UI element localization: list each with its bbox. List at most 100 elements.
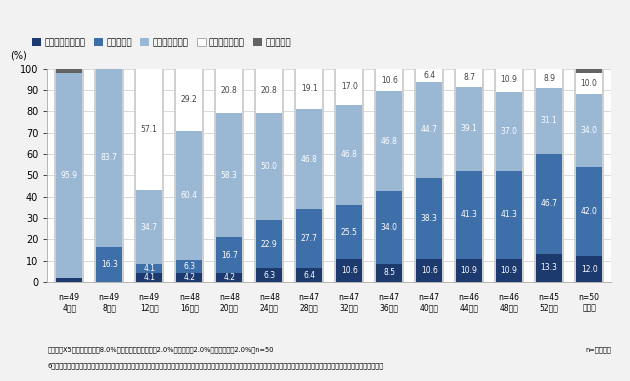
Bar — [456, 69, 482, 87]
Text: 38.3: 38.3 — [421, 214, 438, 223]
Bar — [536, 154, 562, 254]
Text: 17.0: 17.0 — [341, 82, 358, 91]
Bar — [496, 171, 522, 259]
Text: 4.1: 4.1 — [143, 264, 155, 273]
Text: n=47: n=47 — [299, 293, 319, 302]
Text: n=47: n=47 — [339, 293, 360, 302]
Text: n=49: n=49 — [139, 293, 160, 302]
Text: 60.4: 60.4 — [181, 190, 198, 200]
Text: 10.9: 10.9 — [461, 266, 478, 275]
Bar — [536, 254, 562, 282]
Bar — [576, 167, 602, 256]
Text: 6ヵ月を使用して、脱毛状態の程度、生毛・軟毛の発生、硬毛の発生、抜け毛の程度のいずれにおいても改善が認められない場合には使用を中止し、医師又は薬剤師に相談してく: 6ヵ月を使用して、脱毛状態の程度、生毛・軟毛の発生、硬毛の発生、抜け毛の程度のい… — [47, 362, 384, 368]
Text: 41.3: 41.3 — [461, 210, 478, 219]
Bar — [336, 259, 362, 282]
Text: 6.3: 6.3 — [183, 262, 195, 271]
Bar — [374, 69, 404, 282]
Text: 46.8: 46.8 — [381, 137, 398, 146]
Bar — [176, 259, 202, 273]
Text: (%): (%) — [11, 50, 27, 60]
Bar — [56, 278, 83, 282]
Text: 24週後: 24週後 — [260, 303, 278, 312]
Bar — [496, 91, 522, 171]
Text: 4.2: 4.2 — [183, 273, 195, 282]
Text: n=47: n=47 — [419, 293, 440, 302]
Bar — [136, 264, 162, 273]
Bar — [56, 73, 83, 278]
Bar — [416, 69, 442, 82]
Text: 22.9: 22.9 — [261, 240, 278, 248]
Bar — [494, 69, 524, 282]
Text: 46.8: 46.8 — [341, 150, 358, 160]
Text: 20.8: 20.8 — [261, 86, 278, 95]
Text: 41.3: 41.3 — [501, 210, 518, 219]
Text: 16.3: 16.3 — [101, 260, 118, 269]
Bar — [536, 88, 562, 154]
Bar — [56, 69, 83, 282]
Bar — [536, 69, 562, 282]
Text: n=49: n=49 — [59, 293, 80, 302]
Text: n=被験者数: n=被験者数 — [585, 346, 611, 352]
Bar — [336, 105, 362, 205]
Text: 95.9: 95.9 — [60, 171, 77, 180]
Bar — [294, 69, 324, 282]
Legend: 非常に良くなった, 良くなった, 少し良くなった, 変わらなかった, 悪くなった: 非常に良くなった, 良くなった, 少し良くなった, 変わらなかった, 悪くなった — [29, 35, 295, 50]
Bar — [576, 69, 602, 73]
Text: 4週後: 4週後 — [62, 303, 76, 312]
Text: n=48: n=48 — [219, 293, 239, 302]
Text: 8.9: 8.9 — [543, 74, 555, 83]
Bar — [296, 209, 322, 268]
Text: 31.1: 31.1 — [541, 116, 558, 125]
Bar — [296, 268, 322, 282]
Text: 6.3: 6.3 — [263, 271, 275, 280]
Text: 8週後: 8週後 — [102, 303, 116, 312]
Bar — [336, 69, 362, 105]
Text: 10.6: 10.6 — [341, 266, 358, 275]
Text: リアップX5の副作用発現率8.0%（主な副作用：湿疹：2.0%、毛のう炎2.0%、接触皮膚炎2.0%）n=50: リアップX5の副作用発現率8.0%（主な副作用：湿疹：2.0%、毛のう炎2.0%… — [47, 346, 274, 352]
Text: 50.0: 50.0 — [261, 162, 278, 171]
Text: 19.1: 19.1 — [301, 85, 318, 93]
Text: 42.0: 42.0 — [581, 207, 597, 216]
Bar — [216, 69, 242, 113]
Text: n=46: n=46 — [498, 293, 520, 302]
Bar — [496, 259, 522, 282]
Bar — [254, 69, 284, 282]
Bar — [54, 69, 84, 282]
Bar — [376, 191, 402, 264]
Text: 37.0: 37.0 — [501, 126, 518, 136]
Bar — [376, 69, 402, 282]
Text: 25.5: 25.5 — [341, 227, 358, 237]
Bar — [216, 113, 242, 237]
Text: 34.0: 34.0 — [381, 223, 398, 232]
Text: 32週後: 32週後 — [340, 303, 358, 312]
Bar — [416, 259, 442, 282]
Bar — [136, 273, 162, 282]
Bar — [336, 69, 362, 282]
Text: 10.6: 10.6 — [381, 75, 398, 85]
Text: 8.5: 8.5 — [383, 268, 395, 277]
Bar — [576, 69, 602, 282]
Bar — [576, 94, 602, 167]
Bar — [216, 273, 242, 282]
Bar — [256, 269, 282, 282]
Text: 34.0: 34.0 — [581, 126, 598, 135]
Bar — [214, 69, 244, 282]
Text: 4.2: 4.2 — [223, 273, 235, 282]
Text: 52週後: 52週後 — [540, 303, 559, 312]
Text: 46.7: 46.7 — [541, 199, 558, 208]
Text: 16週後: 16週後 — [180, 303, 198, 312]
Bar — [536, 69, 562, 88]
Text: n=47: n=47 — [379, 293, 399, 302]
Text: n=50: n=50 — [578, 293, 600, 302]
Text: 20週後: 20週後 — [220, 303, 239, 312]
Bar — [94, 69, 124, 282]
Bar — [96, 69, 122, 247]
Bar — [176, 69, 202, 282]
Bar — [134, 69, 164, 282]
Bar — [336, 205, 362, 259]
Bar — [376, 69, 402, 91]
Bar — [456, 87, 482, 171]
Bar — [256, 69, 282, 282]
Bar — [256, 69, 282, 113]
Text: 34.7: 34.7 — [140, 223, 158, 232]
